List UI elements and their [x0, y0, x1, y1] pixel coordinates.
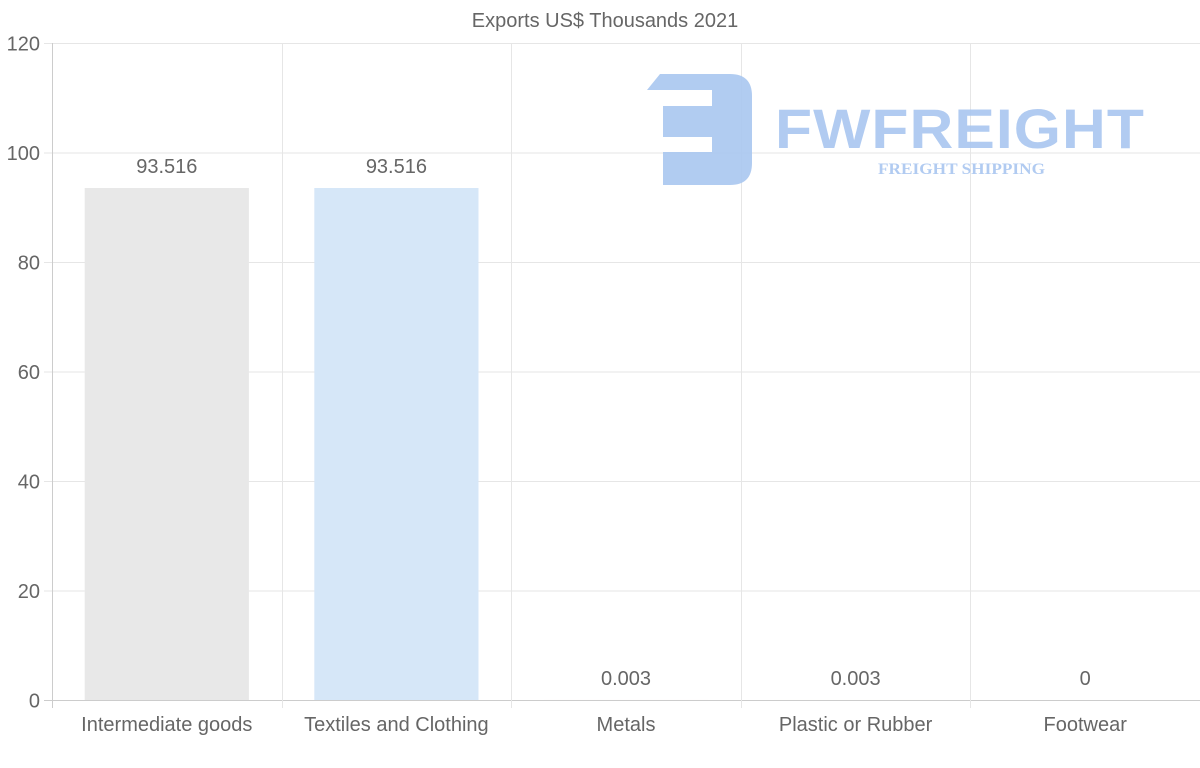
y-tick-label: 40: [18, 472, 40, 494]
watermark-brand: FWFREIGHT: [775, 97, 1145, 160]
x-tick-label: Plastic or Rubber: [779, 714, 933, 736]
y-tick-label: 120: [7, 34, 40, 56]
bar: [314, 188, 478, 700]
x-tick-label: Metals: [597, 714, 656, 736]
data-label: 0.003: [601, 668, 651, 690]
watermark-tagline: FREIGHT SHIPPING: [878, 161, 1046, 178]
x-tick-label: Intermediate goods: [81, 714, 252, 736]
data-label: 93.516: [136, 156, 197, 178]
data-label: 93.516: [366, 156, 427, 178]
bar: [85, 188, 249, 700]
y-tick-label: 80: [18, 253, 40, 275]
data-label: 0.003: [831, 668, 881, 690]
y-tick-label: 20: [18, 581, 40, 603]
y-tick-label: 100: [7, 143, 40, 165]
x-tick-label: Footwear: [1044, 714, 1128, 736]
chart-title: Exports US$ Thousands 2021: [472, 10, 738, 32]
data-label: 0: [1080, 668, 1091, 690]
logo-mark-icon: [647, 74, 752, 185]
x-tick-label: Textiles and Clothing: [304, 714, 489, 736]
y-tick-label: 0: [29, 691, 40, 713]
watermark-logo: FWFREIGHT FREIGHT SHIPPING: [647, 74, 1145, 185]
y-tick-label: 60: [18, 362, 40, 384]
